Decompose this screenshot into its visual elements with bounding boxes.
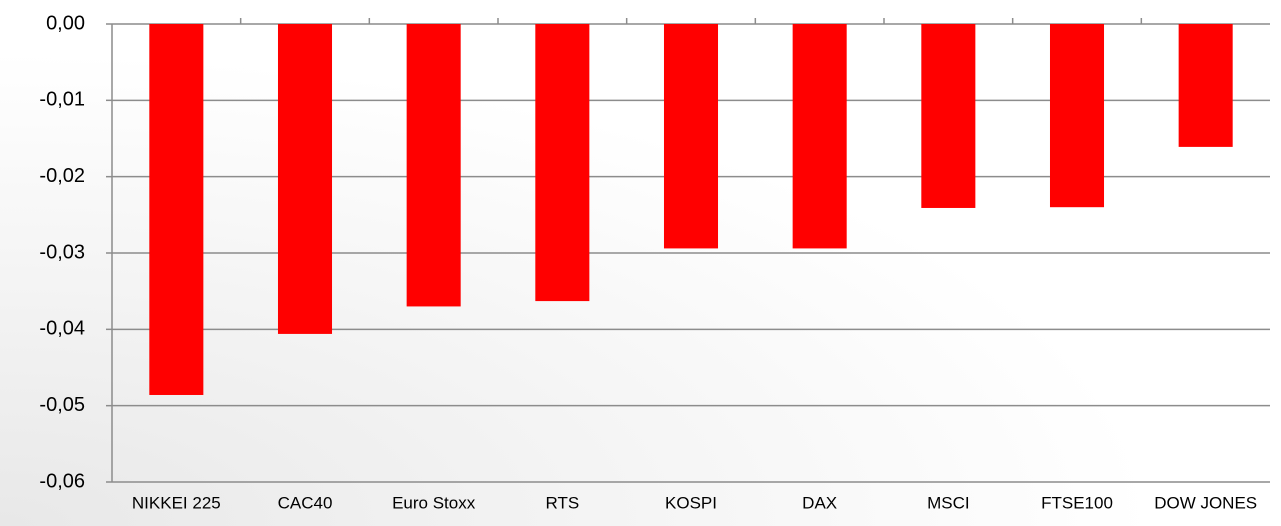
bar — [921, 24, 976, 208]
bar — [1049, 24, 1105, 208]
y-tick-label: -0,02 — [39, 165, 85, 187]
x-tick-label: MSCI — [927, 493, 970, 512]
y-tick-label: 0,00 — [46, 12, 85, 34]
bar — [1178, 24, 1233, 147]
bar — [149, 24, 204, 395]
x-tick-label: Euro Stoxx — [392, 493, 476, 512]
bar — [406, 24, 461, 307]
x-tick-label: RTS — [545, 493, 579, 512]
x-tick-label: DOW JONES — [1154, 493, 1257, 512]
y-tick-label: -0,03 — [39, 241, 85, 263]
x-tick-label: DAX — [802, 493, 837, 512]
x-tick-label: NIKKEI 225 — [132, 493, 221, 512]
y-tick-label: -0,06 — [39, 470, 85, 492]
y-tick-label: -0,04 — [39, 318, 85, 340]
bar — [792, 24, 847, 249]
y-tick-label: -0,05 — [39, 394, 85, 416]
x-tick-label: KOSPI — [665, 493, 717, 512]
y-tick-label: -0,01 — [39, 89, 85, 111]
x-tick-label: FTSE100 — [1041, 493, 1113, 512]
x-tick-label: CAC40 — [278, 493, 333, 512]
bar — [277, 24, 333, 334]
bar — [663, 24, 719, 249]
bar — [535, 24, 590, 302]
